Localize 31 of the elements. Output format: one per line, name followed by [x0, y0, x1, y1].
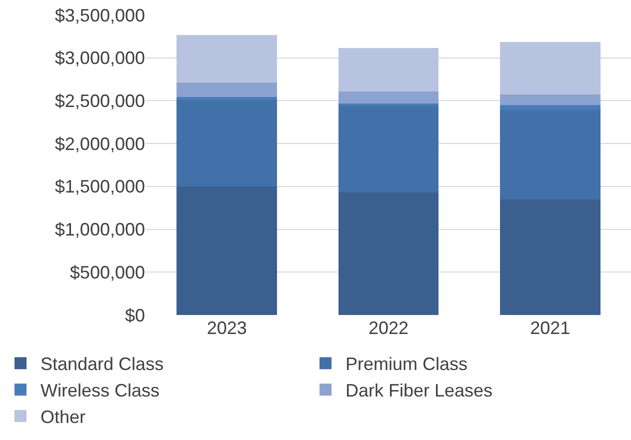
legend-label: Standard Class [40, 354, 164, 374]
bar [176, 82, 277, 97]
x-tick-label: 2022 [368, 318, 409, 338]
bar [338, 192, 439, 315]
x-tick-label: 2021 [530, 318, 570, 338]
bar [500, 94, 600, 105]
y-tick-label: $500,000 [70, 262, 145, 282]
legend-label: Dark Fiber Leases [346, 380, 493, 401]
bar [338, 106, 439, 192]
bar [338, 103, 439, 106]
bar [500, 42, 600, 94]
y-tick-label: $2,500,000 [54, 91, 145, 112]
legend-label: Wireless Class [40, 380, 160, 401]
legend-label: Premium Class [346, 354, 468, 374]
y-tick-label: $3,500,000 [54, 5, 145, 26]
bar [500, 110, 600, 200]
x-tick-label: 2023 [206, 318, 247, 338]
y-tick-label: $2,000,000 [54, 134, 145, 154]
bar [176, 186, 277, 315]
bar [338, 92, 439, 104]
legend-label: Other [40, 407, 86, 428]
bar [176, 35, 277, 82]
y-tick-label: $3,000,000 [54, 48, 145, 68]
bar [176, 96, 277, 100]
bar [338, 48, 439, 92]
bar [500, 199, 600, 315]
y-tick-label: $1,000,000 [54, 220, 145, 240]
bar [500, 105, 600, 110]
bar [176, 100, 277, 186]
y-tick-label: $1,500,000 [54, 176, 145, 197]
y-tick-label: $0 [124, 305, 145, 326]
